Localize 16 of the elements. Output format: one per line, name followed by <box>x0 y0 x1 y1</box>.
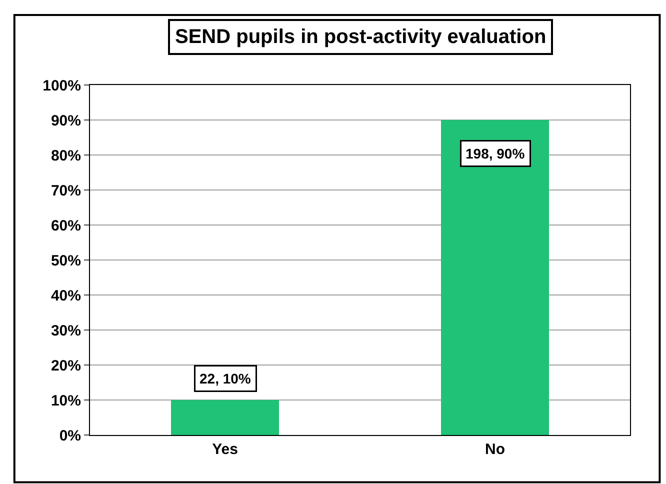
y-tick-label: 20% <box>50 357 81 374</box>
y-tick-label: 50% <box>50 252 81 270</box>
y-tick-label: 70% <box>50 182 81 200</box>
y-tick-label: 60% <box>50 217 81 234</box>
y-tick-label: 90% <box>50 112 81 130</box>
data-label: 198, 90% <box>466 146 526 162</box>
data-label: 22, 10% <box>200 370 252 386</box>
y-tick-label: 0% <box>59 427 81 444</box>
y-tick-label: 80% <box>50 147 81 164</box>
x-tick-label: Yes <box>212 441 238 458</box>
y-tick-label: 30% <box>50 322 81 340</box>
y-tick-label: 100% <box>42 77 81 94</box>
y-tick-label: 10% <box>50 392 81 410</box>
x-tick-label: No <box>485 441 505 458</box>
y-tick-label: 40% <box>50 287 81 304</box>
chart-title: SEND pupils in post-activity evaluation <box>175 26 546 48</box>
